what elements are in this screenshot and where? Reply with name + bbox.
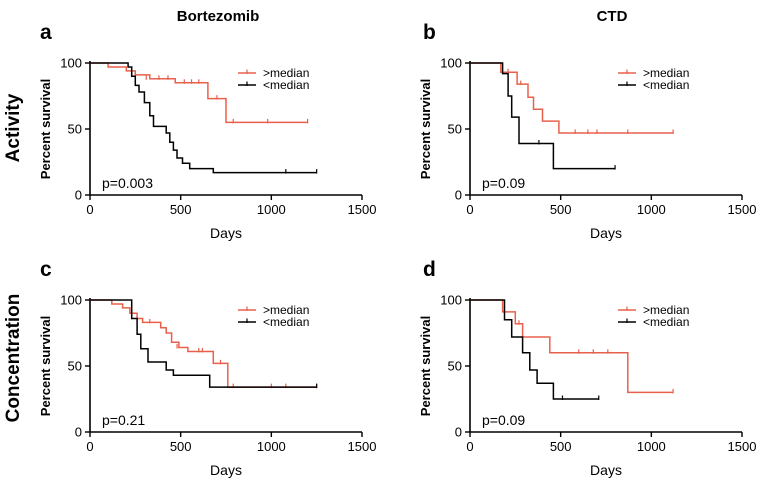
panel-a: a 0 500 1000 1500 0 50 100 Days Percent survival >… — [38, 21, 376, 241]
x-axis-label: Days — [210, 462, 242, 478]
x-tick-label: 1000 — [637, 202, 666, 217]
y-tick-label: 50 — [68, 359, 82, 374]
series-line-above-median — [470, 62, 674, 134]
series-line-above-median — [90, 299, 317, 388]
x-tick-label: 1000 — [257, 202, 286, 217]
x-axis-label: Days — [590, 462, 622, 478]
legend-label-below-median: <median — [263, 78, 309, 92]
column-title-bortezomib: Bortezomib — [177, 8, 260, 25]
x-tick-label: 0 — [466, 202, 473, 217]
series-line-below-median — [90, 62, 317, 174]
x-tick-label: 1500 — [728, 202, 757, 217]
y-tick-label: 0 — [75, 188, 82, 203]
panel-c: c 0 500 1000 1500 0 50 100 Days Percent survival >… — [38, 258, 376, 478]
series-line-below-median — [470, 299, 599, 400]
y-tick-label: 100 — [440, 56, 462, 71]
panel-d: d 0 500 1000 1500 0 50 100 Days Percent survival >… — [418, 258, 756, 478]
y-tick-label: 100 — [60, 56, 82, 71]
series-line-below-median — [470, 62, 616, 170]
x-tick-label: 500 — [550, 439, 572, 454]
legend-label-below-median: <median — [643, 315, 689, 329]
series-line-below-median — [90, 299, 317, 388]
legend-label-below-median: <median — [643, 78, 689, 92]
panel-letter-d: d — [423, 258, 436, 281]
x-tick-label: 0 — [86, 202, 93, 217]
legend-label-above-median: >median — [643, 303, 689, 317]
column-title-ctd: CTD — [597, 8, 628, 25]
y-tick-label: 50 — [68, 122, 82, 137]
p-value: p=0.21 — [102, 412, 145, 428]
y-tick-label: 0 — [75, 425, 82, 440]
row-title-activity: Activity — [3, 93, 24, 162]
x-tick-label: 1000 — [257, 439, 286, 454]
x-tick-label: 1000 — [637, 439, 666, 454]
x-tick-label: 500 — [170, 439, 192, 454]
p-value: p=0.003 — [102, 175, 153, 191]
y-tick-label: 50 — [448, 122, 462, 137]
x-tick-label: 500 — [550, 202, 572, 217]
panel-b: b 0 500 1000 1500 0 50 100 Days Percent survival >… — [418, 21, 756, 241]
panel-letter-b: b — [423, 21, 436, 44]
panel-letter-a: a — [40, 21, 52, 44]
legend-label-above-median: >median — [263, 303, 309, 317]
y-tick-label: 100 — [440, 293, 462, 308]
y-axis-label: Percent survival — [38, 79, 53, 179]
y-axis-label: Percent survival — [418, 316, 433, 416]
p-value: p=0.09 — [482, 412, 525, 428]
x-tick-label: 1500 — [348, 202, 377, 217]
x-tick-label: 1500 — [728, 439, 757, 454]
series-line-above-median — [470, 299, 674, 394]
y-axis-label: Percent survival — [418, 79, 433, 179]
x-tick-label: 1500 — [348, 439, 377, 454]
y-tick-label: 0 — [455, 188, 462, 203]
x-tick-label: 0 — [86, 439, 93, 454]
panel-letter-c: c — [40, 258, 52, 281]
legend-label-above-median: >median — [643, 66, 689, 80]
legend-label-above-median: >median — [263, 66, 309, 80]
x-axis-label: Days — [590, 225, 622, 241]
y-tick-label: 0 — [455, 425, 462, 440]
x-axis-label: Days — [210, 225, 242, 241]
y-tick-label: 100 — [60, 293, 82, 308]
y-axis-label: Percent survival — [38, 316, 53, 416]
y-tick-label: 50 — [448, 359, 462, 374]
x-tick-label: 500 — [170, 202, 192, 217]
legend-label-below-median: <median — [263, 315, 309, 329]
p-value: p=0.09 — [482, 175, 525, 191]
x-tick-label: 0 — [466, 439, 473, 454]
row-title-concentration: Concentration — [3, 294, 24, 423]
